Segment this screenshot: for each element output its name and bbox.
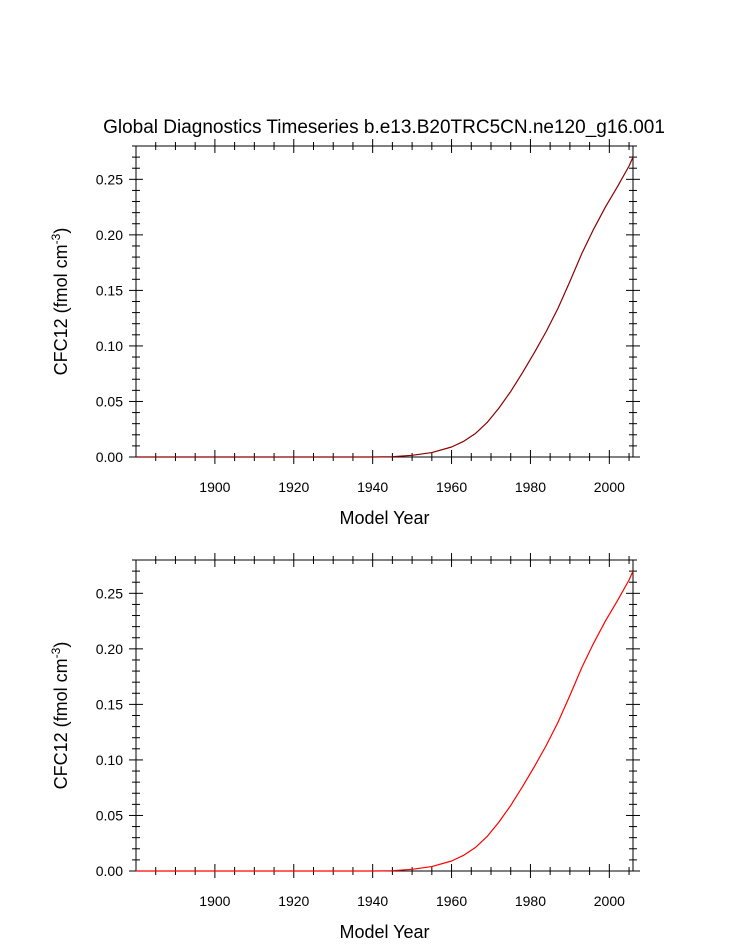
y-axis-label-superscript: -3 [49, 647, 63, 658]
y-axis-label-close: ) [51, 228, 71, 234]
y-tick-label: 0.05 [96, 393, 123, 409]
x-tick-label: 2000 [594, 479, 625, 495]
series-line-1 [136, 156, 634, 458]
series-line-1 [136, 570, 634, 872]
plot-frame [135, 145, 634, 458]
x-tick-label: 2000 [594, 893, 625, 909]
y-tick-label: 0.25 [96, 585, 123, 601]
plot-panel-1: 1900 1920 1940 1960 1980 2000 0.00 0.05 0.10 0.15… [49, 139, 640, 528]
y-tick-label: 0.20 [96, 641, 123, 657]
x-tick-label: 1900 [199, 479, 230, 495]
y-tick-label: 0.15 [96, 696, 123, 712]
y-axis-label-main: CFC12 (fmol cm [51, 658, 71, 789]
y-axis-label: CFC12 (fmol cm-3) [49, 228, 71, 376]
x-tick-label: 1920 [278, 893, 309, 909]
x-tick-label: 1960 [436, 893, 467, 909]
y-tick-label: 0.00 [96, 449, 123, 465]
y-tick-label: 0.25 [96, 171, 123, 187]
x-tick-label: 1940 [357, 479, 388, 495]
x-tick-label: 1940 [357, 893, 388, 909]
x-axis-label: Model Year [339, 508, 429, 528]
plot-panel-2: 1900 1920 1940 1960 1980 2000 0.00 0.05 0.10 0.15… [49, 553, 640, 942]
y-axis-label-close: ) [51, 642, 71, 648]
y-tick-label: 0.10 [96, 338, 123, 354]
y-tick-label: 0.00 [96, 863, 123, 879]
x-tick-label: 1960 [436, 479, 467, 495]
x-tick-label: 1920 [278, 479, 309, 495]
chart-title: Global Diagnostics Timeseries b.e13.B20T… [103, 117, 665, 138]
plot-frame [135, 559, 634, 872]
y-tick-label: 0.05 [96, 807, 123, 823]
y-axis-label: CFC12 (fmol cm-3) [49, 642, 71, 790]
x-tick-label: 1980 [515, 893, 546, 909]
y-tick-label: 0.15 [96, 282, 123, 298]
x-tick-label: 1980 [515, 479, 546, 495]
x-tick-label: 1900 [199, 893, 230, 909]
y-axis-label-main: CFC12 (fmol cm [51, 244, 71, 375]
x-axis-label: Model Year [339, 922, 429, 942]
y-tick-label: 0.20 [96, 227, 123, 243]
y-tick-label: 0.10 [96, 752, 123, 768]
y-axis-label-superscript: -3 [49, 233, 63, 244]
